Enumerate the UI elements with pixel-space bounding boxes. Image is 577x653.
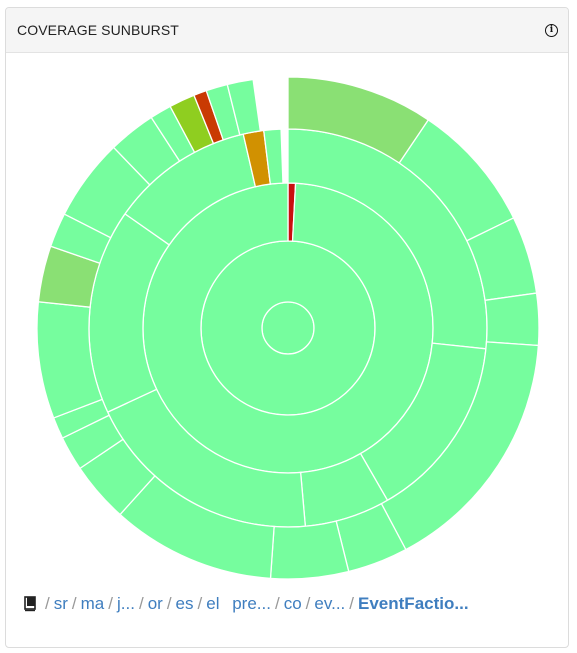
breadcrumb-separator: / [45,594,50,613]
info-circle-icon[interactable]: i [545,23,558,37]
book-icon[interactable] [23,596,37,612]
breadcrumb-separator: / [349,594,355,613]
breadcrumb-item[interactable]: or [147,594,163,613]
breadcrumb-separator: / [71,594,77,613]
breadcrumb-item[interactable]: ma [80,594,105,613]
breadcrumb-item[interactable]: j... [117,594,135,613]
sunburst-segment[interactable] [484,292,540,347]
breadcrumb-item[interactable]: el [206,594,220,613]
breadcrumb-separator: / [197,594,203,613]
breadcrumb-separator: / [108,594,113,613]
breadcrumb-item[interactable]: co [283,594,302,613]
sunburst-segment[interactable] [263,128,284,185]
breadcrumb: / sr / ma / j... / or / es / el pre... /… [23,594,469,614]
breadcrumb-separator: / [305,594,311,613]
panel-header: COVERAGE SUNBURST i [6,8,568,53]
breadcrumb-separator: / [166,594,172,613]
panel-title: COVERAGE SUNBURST [17,22,179,38]
breadcrumb-separator: / [274,594,280,613]
breadcrumb-separator: / [138,594,144,613]
sunburst-chart[interactable] [0,46,577,586]
breadcrumb-item[interactable]: es [175,594,194,613]
breadcrumb-item[interactable]: pre... [232,594,271,613]
sunburst-segment[interactable] [269,520,350,580]
breadcrumb-current[interactable]: EventFactio... [358,594,469,613]
sunburst-segment[interactable] [226,78,262,136]
breadcrumb-separator [223,594,228,614]
breadcrumb-item[interactable]: ev... [314,594,346,613]
breadcrumb-item[interactable]: sr [53,594,68,613]
